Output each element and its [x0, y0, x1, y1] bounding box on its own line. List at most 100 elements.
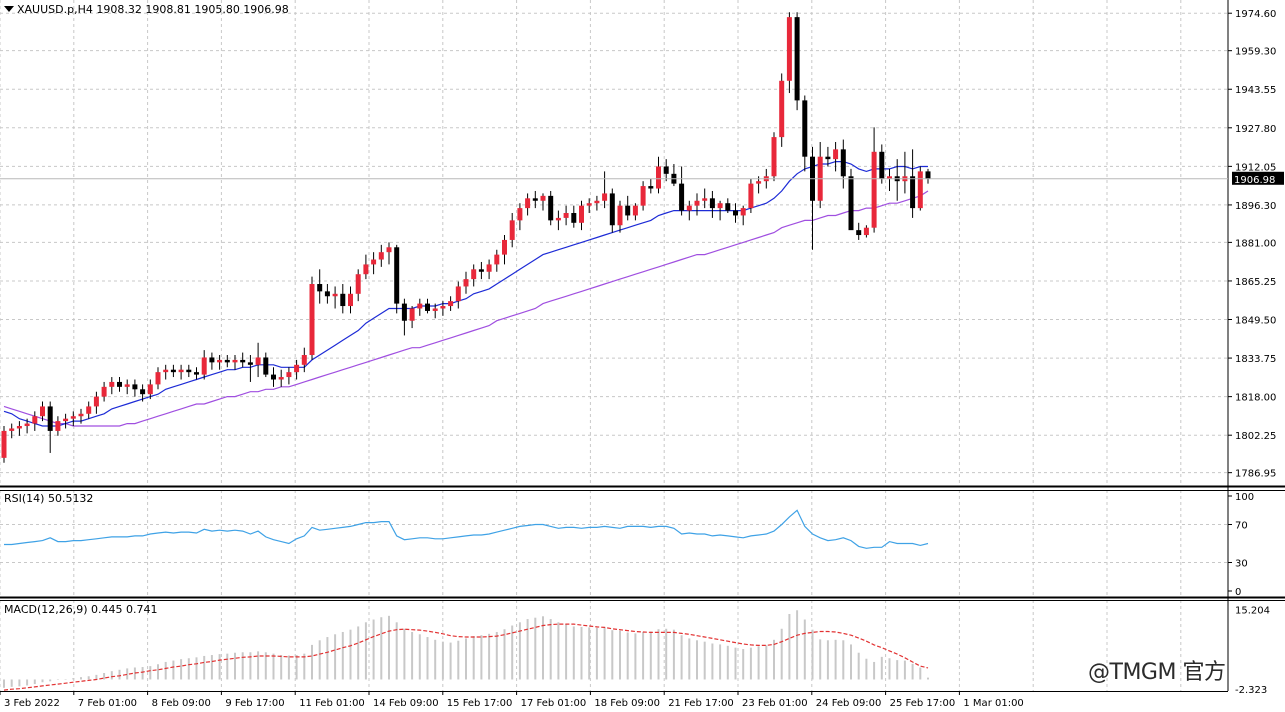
candle-body: [455, 286, 461, 302]
price-axis-label: 1959.30: [1235, 47, 1276, 58]
candle: [548, 190, 554, 226]
candle: [247, 355, 253, 382]
candle: [432, 303, 438, 319]
symbol-ohlc-label: XAUUSD.p,H4 1908.32 1908.81 1905.80 1906…: [17, 3, 289, 16]
candle-body: [101, 386, 107, 397]
axis-labels: 1974.60 1959.30 1943.55 1927.80 1912.05 1896.…: [0, 9, 1284, 709]
candle: [109, 377, 115, 395]
candle: [871, 127, 877, 233]
candle-body: [47, 406, 53, 431]
candle-body: [648, 186, 654, 189]
candle: [517, 203, 523, 231]
candle: [725, 198, 731, 214]
current-price-tag: [1232, 171, 1284, 185]
candle-body: [702, 198, 708, 201]
candle: [178, 364, 184, 380]
rsi-label: RSI(14) 50.5132: [4, 492, 93, 505]
time-axis-label: 9 Feb 17:00: [225, 698, 284, 709]
candle-body: [425, 303, 430, 311]
candle: [779, 73, 785, 147]
candle: [478, 261, 484, 280]
candle-body: [178, 369, 184, 373]
candle: [794, 12, 800, 111]
candle: [640, 181, 646, 211]
time-axis-label: 7 Feb 01:00: [78, 698, 137, 709]
candle: [917, 166, 923, 211]
candle-body: [224, 359, 230, 363]
candle: [294, 359, 300, 380]
candle: [440, 301, 446, 316]
candle-body: [378, 252, 384, 260]
candle-body: [286, 372, 292, 378]
candle-body: [833, 149, 839, 160]
candle-body: [555, 217, 561, 221]
candle-body: [502, 239, 507, 255]
candle: [78, 408, 84, 424]
candle-body: [486, 264, 492, 272]
candle-body: [879, 151, 885, 179]
time-axis-label: 8 Feb 09:00: [152, 698, 211, 709]
candle-body: [40, 406, 45, 417]
candle: [271, 367, 276, 387]
candle-body: [679, 183, 685, 211]
candle: [586, 198, 592, 214]
candle: [702, 188, 708, 209]
candle: [887, 168, 892, 191]
candle: [733, 203, 738, 223]
time-axis-label: 25 Feb 17:00: [890, 698, 956, 709]
candle-body: [209, 357, 215, 363]
candle: [671, 164, 677, 187]
candle: [201, 350, 207, 380]
candle: [355, 269, 361, 302]
candle-body: [301, 355, 307, 365]
candle-body: [386, 247, 392, 253]
price-axis-label: 1786.95: [1235, 469, 1276, 480]
candle-body: [140, 389, 146, 395]
candle: [925, 168, 931, 184]
candle: [117, 377, 122, 392]
time-axis-label: 3 Feb 2022: [4, 698, 60, 709]
candle-body: [594, 200, 600, 204]
candle-body: [317, 284, 323, 292]
candle-body: [55, 421, 61, 431]
candle: [101, 381, 107, 402]
candle: [224, 355, 230, 368]
candle-body: [925, 171, 931, 179]
candle: [32, 411, 38, 431]
time-axis-label: 1 Mar 01:00: [963, 698, 1023, 709]
grid-lines: [0, 0, 1228, 691]
candle-body: [432, 308, 438, 311]
time-axis-label: 11 Feb 01:00: [299, 698, 365, 709]
candle-body: [1, 430, 7, 458]
candle: [617, 200, 623, 233]
candle: [170, 364, 176, 378]
candle-body: [24, 423, 30, 427]
candlesticks: [1, 12, 931, 463]
symbol-dropdown-icon[interactable]: [3, 3, 15, 15]
candle-body: [409, 308, 415, 321]
candle: [24, 418, 30, 434]
candle: [301, 347, 307, 373]
candle-body: [771, 137, 777, 177]
candle-body: [247, 362, 253, 365]
candle: [856, 222, 862, 240]
candle-body: [355, 274, 361, 294]
price-axis-label: 1912.05: [1235, 162, 1276, 173]
candle-body: [756, 181, 762, 184]
candle-body: [86, 406, 92, 414]
candle: [663, 159, 669, 182]
candle-body: [348, 293, 353, 307]
candle-body: [856, 230, 862, 236]
candle: [155, 367, 161, 390]
candle-body: [686, 205, 692, 211]
candle: [70, 411, 76, 427]
candle: [448, 296, 454, 311]
candle: [286, 367, 292, 385]
candle: [163, 364, 169, 380]
macd-panel: [3, 610, 929, 691]
price-axis-label: 1881.00: [1235, 238, 1276, 249]
candle: [786, 12, 792, 94]
watermark-text: @TMGM 官方: [1088, 660, 1226, 685]
candle-body: [717, 203, 723, 209]
candle-body: [733, 210, 738, 216]
